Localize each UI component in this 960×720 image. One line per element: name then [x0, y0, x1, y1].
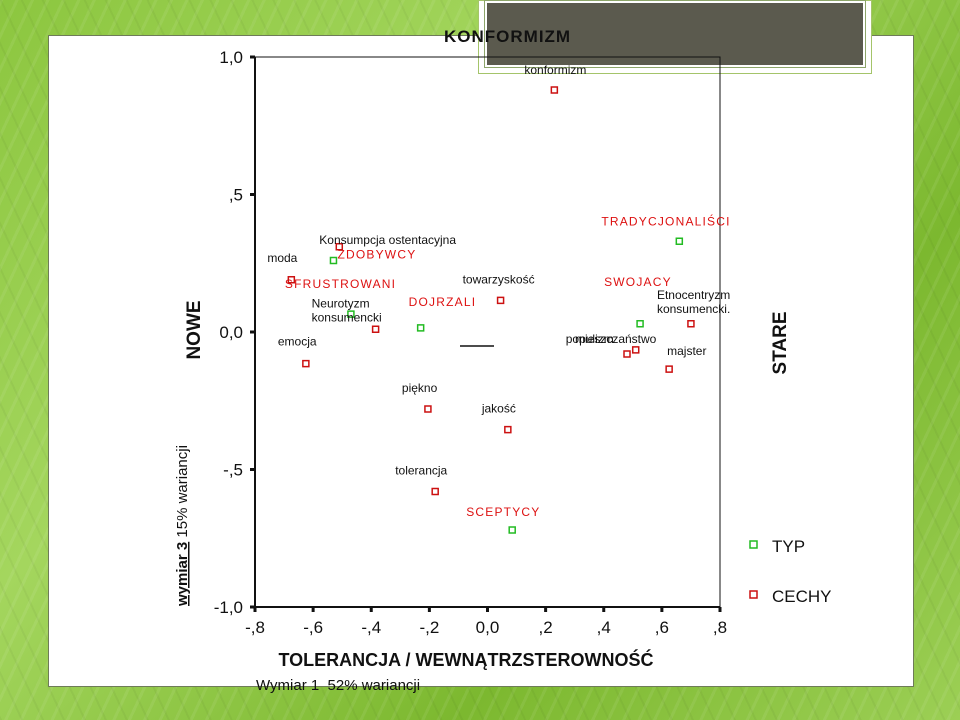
chart-points: ZDOBYWCY SFRUSTROWANI DOJRZALI TRADYCJONALI… — [267, 63, 730, 534]
point-label-cechy: jakość — [481, 402, 516, 416]
x-tick-label: -,2 — [419, 618, 439, 637]
x-tick-label: ,4 — [597, 618, 611, 637]
point-label-cechy: populizm — [566, 332, 614, 346]
point-marker-typ — [675, 237, 684, 245]
point-label-cechy: Etnocentryzm konsumencki. — [657, 288, 730, 316]
y-tick-label: 1,0 — [219, 48, 243, 67]
point-marker-cechy — [665, 365, 673, 373]
point-marker-cechy — [431, 487, 439, 496]
point-marker-cechy — [623, 350, 631, 358]
legend-marker-cechy — [749, 590, 758, 599]
point-label-typ: SWOJACY — [604, 275, 672, 289]
legend-label-typ: TYP — [772, 537, 805, 556]
y-ticks: 1,0 ,5 0,0 -,5 -1,0 — [214, 48, 255, 617]
point-marker-cechy — [631, 346, 640, 354]
y-tick-label: -,5 — [223, 461, 243, 480]
point-label-cechy: konformizm — [524, 63, 586, 77]
point-label-cechy: emocja — [278, 335, 317, 349]
legend-label-cechy: CECHY — [772, 587, 832, 606]
point-marker-typ — [347, 310, 355, 318]
point-marker-cechy — [504, 425, 512, 434]
point-label-typ: ZDOBYWCY — [337, 248, 416, 262]
chart-legend: TYP CECHY — [749, 537, 832, 606]
bottom-side-label: TOLERANCJA / WEWNĄTRZSTEROWNOŚĆ — [279, 649, 654, 670]
point-marker-typ — [329, 256, 338, 265]
legend-marker-typ — [749, 540, 758, 549]
point-label-cechy: tolerancja — [395, 464, 447, 478]
y-axis-title-rest: 15% wariancji — [174, 445, 191, 542]
y-axis-title: wymiar 3 15% wariancji — [174, 445, 191, 607]
point-marker-cechy — [496, 296, 505, 305]
point-marker-typ — [416, 324, 425, 332]
point-label-cechy: mieszczaństwo — [575, 332, 657, 346]
point-marker-cechy — [371, 325, 380, 333]
point-label-cechy: majster — [667, 344, 706, 358]
point-label-cechy: Neurotyzm konsumencki — [312, 296, 382, 324]
x-tick-label: ,8 — [713, 618, 727, 637]
point-marker-cechy — [287, 276, 296, 284]
decorative-title-frame-inner — [484, 0, 866, 68]
point-label-typ: DOJRZALI — [409, 295, 477, 309]
decorative-title-frame — [478, 0, 872, 74]
slide-panel — [48, 35, 914, 687]
x-tick-label: -,8 — [245, 618, 265, 637]
x-ticks: -,8 -,6 -,4 -,2 0,0 ,2 ,4 ,6 ,8 — [245, 607, 727, 637]
x-axis-title: Wymiar 1 52% wariancji — [256, 677, 420, 694]
y-tick-label: -1,0 — [214, 598, 243, 617]
x-tick-label: -,6 — [303, 618, 323, 637]
point-marker-cechy — [687, 320, 695, 328]
point-label-cechy: Konsumpcja ostentacyjna — [319, 233, 456, 247]
point-label-typ: TRADYCJONALIŚCI — [601, 213, 730, 228]
right-side-label: STARE — [770, 312, 791, 375]
point-marker-cechy — [550, 86, 559, 94]
left-side-label: NOWE — [184, 300, 205, 359]
x-tick-label: ,2 — [539, 618, 553, 637]
point-marker-typ — [508, 526, 516, 534]
y-axis-title-bold: wymiar 3 — [174, 542, 191, 607]
point-label-cechy: piękno — [402, 381, 438, 395]
point-marker-cechy — [335, 243, 344, 251]
x-tick-label: -,4 — [361, 618, 381, 637]
point-label-cechy: towarzyskość — [463, 272, 535, 286]
point-label-cechy: moda — [267, 251, 297, 265]
y-tick-label: ,5 — [229, 186, 243, 205]
point-marker-typ — [636, 320, 644, 328]
point-marker-cechy — [424, 405, 432, 413]
y-tick-label: 0,0 — [219, 323, 243, 342]
point-label-typ: SFRUSTROWANI — [285, 277, 396, 291]
x-tick-label: 0,0 — [476, 618, 500, 637]
point-marker-cechy — [302, 359, 310, 368]
point-label-typ: SCEPTYCY — [466, 505, 540, 519]
slide-title: KONFORMIZM — [444, 27, 571, 46]
x-tick-label: ,6 — [655, 618, 669, 637]
